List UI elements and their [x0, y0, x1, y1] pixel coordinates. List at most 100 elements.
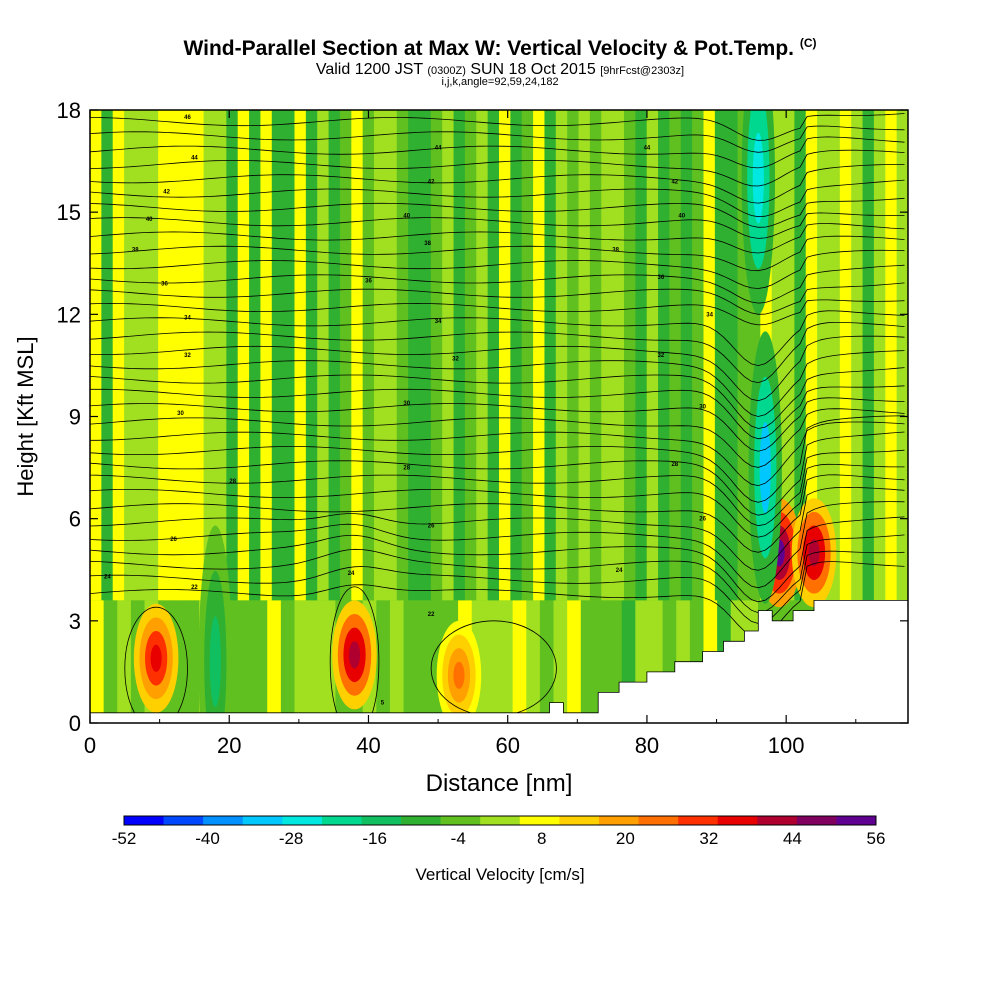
theta-contour-label: 40 [403, 214, 410, 220]
updraft-core [348, 641, 361, 669]
velocity-stripe [714, 110, 727, 601]
theta-contour-line [90, 113, 905, 141]
velocity-stripe [703, 110, 716, 601]
theta-contour-line [90, 299, 905, 326]
colorbar-swatch [678, 816, 718, 825]
velocity-stripe [283, 110, 295, 601]
terrain-mask [90, 600, 908, 723]
colorbar-tick-label: -4 [451, 829, 466, 848]
x-tick-label: 100 [768, 733, 805, 758]
velocity-cell [389, 600, 405, 723]
velocity-stripe [328, 110, 341, 601]
velocity-cell [376, 600, 391, 723]
colorbar-swatch [440, 816, 481, 825]
y-tick-label: 15 [57, 200, 81, 225]
theta-contour-line [90, 501, 905, 589]
velocity-stripe [271, 110, 284, 601]
velocity-stripe [612, 110, 625, 601]
chart-subtitle: Valid 1200 JST (0300Z) SUN 18 Oct 2015 [… [0, 61, 1000, 79]
velocity-cell [417, 600, 432, 723]
theta-contour-label: 28 [229, 479, 236, 485]
theta-contour-line [90, 408, 905, 468]
colorbar-tick-label: 44 [783, 829, 802, 848]
colorbar-swatch [519, 816, 560, 825]
updraft-core [150, 644, 162, 672]
theta-contour-label: 5 [381, 701, 385, 707]
y-tick-label: 18 [57, 98, 81, 123]
y-tick-label: 12 [57, 302, 81, 327]
y-tick-label: 3 [69, 609, 81, 634]
velocity-stripe [623, 110, 636, 601]
velocity-stripe [203, 110, 216, 601]
velocity-stripe [544, 110, 557, 601]
theta-contour-line [90, 385, 905, 440]
velocity-stripe [771, 110, 784, 601]
velocity-stripe [817, 110, 829, 601]
velocity-stripe [851, 110, 864, 601]
velocity-stripe [521, 110, 534, 601]
theta-contour-label: 28 [671, 462, 678, 468]
theta-contour-label: 44 [435, 145, 442, 151]
colorbar-frame [123, 815, 877, 826]
theta-contour-line [90, 474, 905, 553]
colorbar-swatch [203, 816, 244, 825]
velocity-stripe [635, 110, 648, 601]
theta-contour-label: 34 [184, 316, 191, 322]
velocity-cell [103, 600, 118, 723]
colorbar-tick-label: -16 [362, 829, 387, 848]
velocity-stripe [146, 110, 159, 601]
velocity-stripe [249, 110, 261, 601]
colorbar-tick-label: -52 [112, 829, 137, 848]
theta-contour-line [90, 282, 905, 315]
velocity-stripe [737, 110, 750, 601]
theta-contours [90, 113, 905, 723]
valid-prefix: Valid 1200 JST [315, 61, 423, 78]
velocity-stripe [385, 110, 398, 601]
theta-contour-line [90, 415, 905, 503]
velocity-cell [253, 600, 268, 723]
velocity-stripe [90, 110, 102, 601]
velocity-stripe [646, 110, 659, 601]
theta-contour-label: 26 [699, 517, 706, 523]
velocity-stripe [692, 110, 704, 601]
theta-contour-line [90, 463, 905, 538]
theta-contour-line [90, 136, 905, 169]
colorbar-swatch [757, 816, 798, 825]
theta-contour-line [90, 516, 905, 603]
y-tick-label: 9 [69, 405, 81, 430]
theta-contour-line [90, 179, 905, 218]
theta-contour-line [90, 431, 905, 516]
theta-contour-label: 38 [612, 248, 619, 254]
velocity-cell [512, 600, 527, 723]
chart-header: Wind-Parallel Section at Max W: Vertical… [0, 0, 1000, 100]
x-tick-label: 0 [84, 733, 96, 758]
valid-utc: (0300Z) [427, 65, 466, 77]
theta-contour-line [90, 322, 905, 384]
theta-contour-line [90, 125, 905, 153]
theta-contour-label: 36 [161, 282, 168, 288]
velocity-cell [580, 600, 595, 723]
theta-contour-line [90, 449, 905, 527]
velocity-cell [267, 600, 282, 723]
velocity-stripe [396, 110, 409, 601]
x-tick-label: 80 [635, 733, 659, 758]
theta-contour-label: 26 [428, 523, 435, 529]
velocity-cell [485, 600, 500, 723]
downdraft-core [752, 132, 764, 224]
velocity-stripe [567, 110, 580, 601]
colorbar-swatch [361, 816, 402, 825]
velocity-cell [239, 600, 255, 723]
y-axis-label: Height [Kft MSL] [13, 336, 38, 496]
velocity-stripe [510, 110, 523, 601]
velocity-stripe [669, 110, 682, 601]
valid-date: SUN 18 Oct 2015 [470, 61, 596, 78]
velocity-stripe [226, 110, 239, 601]
colorbar-tick-label: 32 [699, 829, 718, 848]
velocity-stripe [499, 110, 511, 601]
velocity-stripe [589, 110, 602, 601]
colorbar-swatch [836, 816, 877, 825]
velocity-cell [280, 600, 295, 723]
theta-contour-label: 42 [428, 180, 435, 186]
theta-contour-line [90, 310, 905, 367]
velocity-cell [117, 600, 132, 723]
